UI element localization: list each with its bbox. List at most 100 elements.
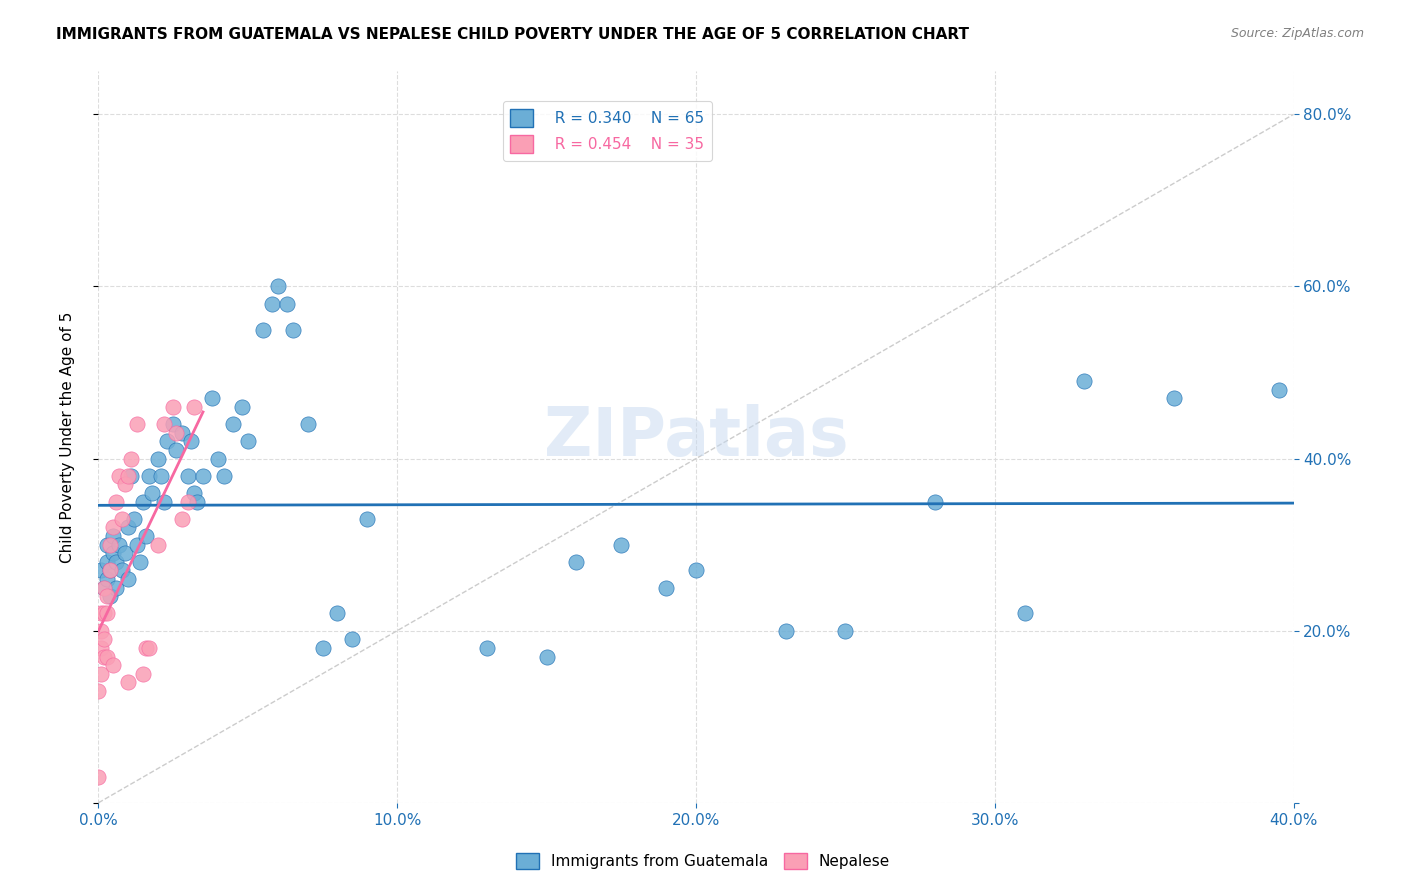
Point xyxy=(114,477,136,491)
Point xyxy=(231,400,253,414)
Point xyxy=(124,512,146,526)
Point xyxy=(183,486,205,500)
Point xyxy=(1267,383,1289,397)
Point xyxy=(93,581,115,595)
Point xyxy=(326,607,349,621)
Point xyxy=(222,417,245,432)
Point xyxy=(162,400,184,414)
Point xyxy=(96,589,118,603)
Point xyxy=(90,640,112,655)
Point xyxy=(105,494,128,508)
Point xyxy=(100,564,122,578)
Point xyxy=(96,538,118,552)
Point xyxy=(141,486,163,500)
Point xyxy=(138,640,160,655)
Point xyxy=(252,322,274,336)
Point xyxy=(90,607,112,621)
Text: Source: ZipAtlas.com: Source: ZipAtlas.com xyxy=(1230,27,1364,40)
Point xyxy=(1163,392,1185,406)
Point xyxy=(132,494,155,508)
Point xyxy=(212,468,235,483)
Point xyxy=(135,529,157,543)
Point xyxy=(129,555,152,569)
Text: ZIPatlas: ZIPatlas xyxy=(544,404,848,470)
Point xyxy=(93,607,115,621)
Point xyxy=(276,296,298,310)
Point xyxy=(93,632,115,647)
Point xyxy=(153,494,176,508)
Point xyxy=(87,770,110,784)
Point xyxy=(297,417,319,432)
Point xyxy=(96,572,118,586)
Point xyxy=(105,555,128,569)
Point xyxy=(281,322,304,336)
Legend:   R = 0.340    N = 65,   R = 0.454    N = 35: R = 0.340 N = 65, R = 0.454 N = 35 xyxy=(503,101,713,161)
Point xyxy=(117,572,139,586)
Point xyxy=(103,520,125,534)
Point xyxy=(775,624,797,638)
Point xyxy=(132,666,155,681)
Point xyxy=(156,434,179,449)
Point xyxy=(191,468,214,483)
Point xyxy=(87,684,110,698)
Point xyxy=(117,468,139,483)
Point xyxy=(111,564,134,578)
Point xyxy=(655,581,678,595)
Point xyxy=(103,529,125,543)
Point xyxy=(138,468,160,483)
Point xyxy=(685,564,707,578)
Point xyxy=(103,658,125,673)
Point xyxy=(105,581,128,595)
Point xyxy=(162,417,184,432)
Point xyxy=(93,581,115,595)
Point xyxy=(120,468,142,483)
Y-axis label: Child Poverty Under the Age of 5: Child Poverty Under the Age of 5 xyxy=(60,311,75,563)
Point xyxy=(127,417,149,432)
Point xyxy=(1014,607,1036,621)
Point xyxy=(114,546,136,560)
Point xyxy=(475,640,498,655)
Point xyxy=(536,649,558,664)
Point xyxy=(148,538,170,552)
Point xyxy=(260,296,283,310)
Point xyxy=(148,451,170,466)
Point xyxy=(267,279,290,293)
Point xyxy=(342,632,364,647)
Point xyxy=(103,546,125,560)
Point xyxy=(96,555,118,569)
Point xyxy=(180,434,202,449)
Point xyxy=(90,624,112,638)
Point xyxy=(311,640,333,655)
Point xyxy=(356,512,378,526)
Point xyxy=(610,538,633,552)
Point xyxy=(834,624,856,638)
Point xyxy=(100,589,122,603)
Point xyxy=(127,538,149,552)
Point xyxy=(93,649,115,664)
Point xyxy=(90,564,112,578)
Point xyxy=(90,666,112,681)
Point xyxy=(96,607,118,621)
Point xyxy=(207,451,229,466)
Point xyxy=(177,494,200,508)
Point xyxy=(100,564,122,578)
Point xyxy=(201,392,224,406)
Point xyxy=(108,538,131,552)
Point xyxy=(165,442,187,457)
Point xyxy=(150,468,173,483)
Point xyxy=(183,400,205,414)
Point xyxy=(165,425,187,440)
Point xyxy=(172,425,194,440)
Point xyxy=(117,520,139,534)
Point xyxy=(924,494,946,508)
Point xyxy=(108,468,131,483)
Text: IMMIGRANTS FROM GUATEMALA VS NEPALESE CHILD POVERTY UNDER THE AGE OF 5 CORRELATI: IMMIGRANTS FROM GUATEMALA VS NEPALESE CH… xyxy=(56,27,969,42)
Point xyxy=(96,649,118,664)
Point xyxy=(111,512,134,526)
Point xyxy=(1073,374,1095,388)
Point xyxy=(172,512,194,526)
Point xyxy=(186,494,208,508)
Point xyxy=(177,468,200,483)
Point xyxy=(565,555,588,569)
Legend: Immigrants from Guatemala, Nepalese: Immigrants from Guatemala, Nepalese xyxy=(510,847,896,875)
